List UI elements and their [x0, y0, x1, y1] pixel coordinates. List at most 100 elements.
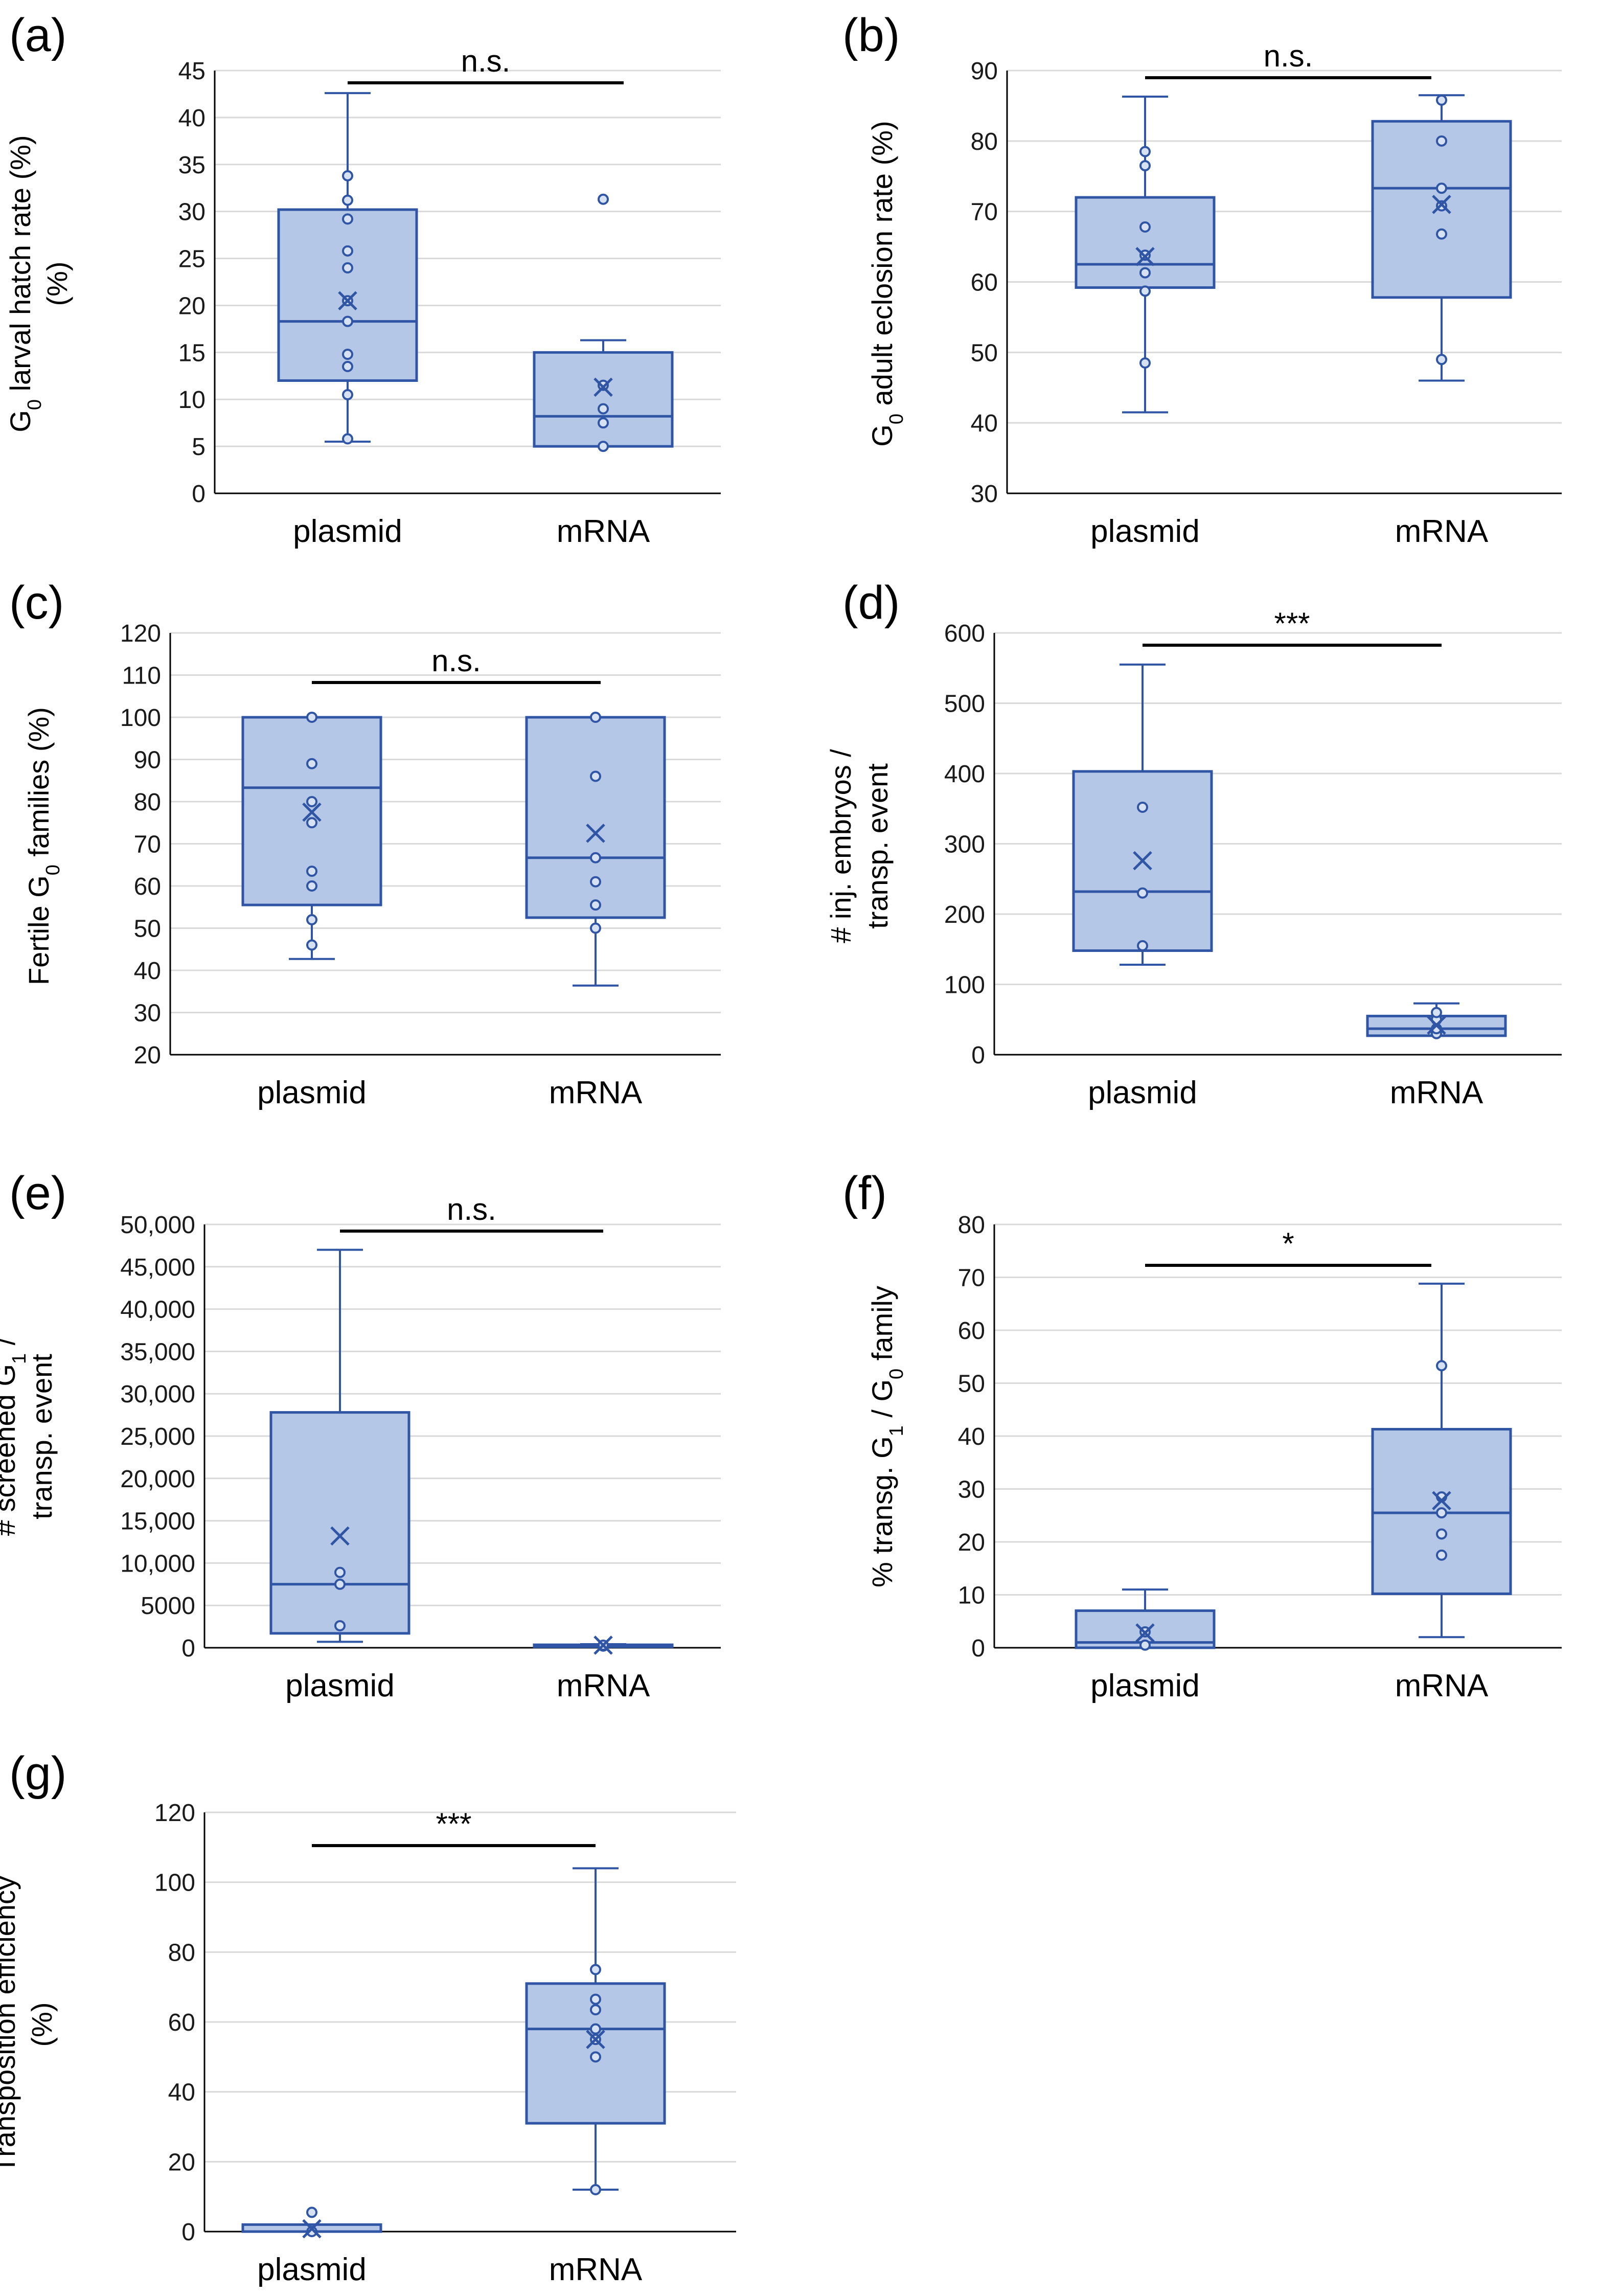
y-tick-label: 200: [944, 901, 985, 928]
y-tick-label: 0: [971, 1042, 985, 1069]
box-iqr: [269, 1411, 410, 1635]
data-point: [306, 866, 317, 877]
data-point: [1139, 146, 1151, 157]
box-mRNA: [533, 193, 674, 452]
y-tick-label: 80: [958, 1212, 985, 1239]
y-tick-label: 50: [971, 339, 998, 367]
data-point: [1139, 221, 1151, 233]
significance-label: ***: [436, 1807, 471, 1841]
box-plasmid: [241, 2207, 382, 2239]
mean-marker: [1432, 1491, 1451, 1511]
x-category-label: mRNA: [1395, 514, 1489, 549]
y-tick-label: 20: [134, 1042, 161, 1069]
data-point: [590, 2184, 601, 2195]
y-tick-label: 120: [120, 620, 161, 647]
data-point: [598, 441, 609, 452]
chart-panel-f: (f) 0 10 20 30 40 50 60 70 80 % transg. G1 / G0 fa…: [842, 1167, 1562, 1703]
data-point: [590, 2051, 601, 2063]
y-tick-label: 0: [181, 2219, 195, 2246]
y-tick-label: 60: [168, 2009, 195, 2036]
significance-label: *: [1282, 1226, 1294, 1261]
data-point: [590, 922, 601, 934]
significance-label: n.s.: [1264, 39, 1313, 73]
y-tick-label: 100: [120, 704, 161, 732]
x-category-label: mRNA: [1395, 1668, 1489, 1703]
data-point: [342, 213, 353, 225]
y-tick-label: 10,000: [120, 1550, 195, 1577]
y-tick-label: 15: [178, 339, 206, 367]
y-tick-label: 40: [178, 105, 206, 132]
data-point: [1436, 1549, 1447, 1561]
panel-letter: (a): [9, 9, 66, 61]
y-tick-label: 300: [944, 831, 985, 858]
data-point: [1436, 1360, 1447, 1372]
x-category-label: plasmid: [1088, 1075, 1197, 1110]
y-tick-label: 40: [168, 2079, 195, 2106]
data-point: [306, 758, 317, 769]
box-plasmid: [277, 92, 418, 445]
data-point: [1137, 887, 1148, 899]
data-point: [1139, 160, 1151, 172]
box-mRNA: [1366, 1002, 1507, 1039]
data-point: [1139, 357, 1151, 369]
x-category-label: plasmid: [293, 514, 402, 549]
significance-label: n.s.: [447, 1192, 496, 1226]
y-tick-label: 20: [958, 1529, 985, 1556]
mean-marker: [330, 1526, 350, 1546]
data-point: [590, 1964, 601, 1975]
y-axis-label: % transg. G1 / G0 family: [866, 1286, 907, 1587]
mean-marker: [586, 824, 605, 843]
data-point: [1436, 354, 1447, 366]
box-iqr: [525, 716, 666, 919]
chart-panel-b: (b) 30 40 50 60 70 80 90 G0 adult eclosion rate …: [842, 9, 1562, 549]
y-tick-label: 80: [134, 789, 161, 816]
panel-letter: (b): [842, 9, 900, 61]
y-tick-label: 110: [122, 663, 161, 690]
y-tick-label: 40: [958, 1423, 985, 1450]
y-tick-label: 30,000: [120, 1381, 195, 1408]
data-point: [590, 770, 601, 782]
y-tick-label: 25: [178, 246, 206, 273]
y-tick-label: 30: [134, 1000, 161, 1027]
box-iqr: [533, 351, 674, 448]
data-point: [342, 194, 353, 206]
y-tick-label: 60: [958, 1317, 985, 1345]
data-point: [590, 712, 601, 723]
y-tick-label: 80: [168, 1939, 195, 1966]
chart-panel-e: (e) 0 5000 10,000 15,000 20,000 25,000 30,000 35…: [0, 1167, 721, 1703]
mean-marker: [1432, 195, 1451, 214]
x-category-label: mRNA: [549, 1075, 643, 1110]
data-point: [342, 170, 353, 181]
box-mRNA: [525, 1867, 666, 2195]
y-tick-label: 70: [958, 1265, 985, 1292]
data-point: [306, 817, 317, 829]
chart-panel-c: (c) 20 30 40 50 60 70 80 90 100 110 120 Fertile G0 f…: [9, 577, 721, 1110]
y-tick-label: 90: [971, 58, 998, 85]
data-point: [598, 417, 609, 429]
box-mRNA: [525, 712, 666, 987]
data-point: [1137, 802, 1148, 813]
box-plasmid: [241, 712, 382, 960]
mean-marker: [302, 802, 322, 822]
y-tick-label: 80: [971, 128, 998, 155]
y-tick-label: 90: [134, 747, 161, 774]
y-tick-label: 30: [178, 199, 206, 226]
significance-label: ***: [1274, 606, 1310, 641]
y-tick-label: 5: [192, 434, 206, 461]
y-tick-label: 10: [178, 387, 206, 414]
data-point: [598, 379, 609, 391]
data-point: [590, 2023, 601, 2035]
box-plasmid: [1072, 663, 1213, 966]
data-point: [342, 360, 353, 372]
chart-panel-d: (d) 0 100 200 300 400 500 600 # inj. embryos / tr…: [825, 577, 1562, 1110]
x-category-label: mRNA: [557, 1668, 650, 1703]
data-point: [342, 349, 353, 360]
data-point: [334, 1578, 346, 1590]
y-tick-label: 20: [168, 2149, 195, 2176]
y-axis-label: Transposition efficiency(%): [0, 1876, 58, 2173]
panel-letter: (e): [9, 1167, 66, 1219]
y-tick-label: 40,000: [120, 1297, 195, 1324]
y-tick-label: 70: [134, 831, 161, 858]
panel-letter: (c): [9, 577, 64, 629]
